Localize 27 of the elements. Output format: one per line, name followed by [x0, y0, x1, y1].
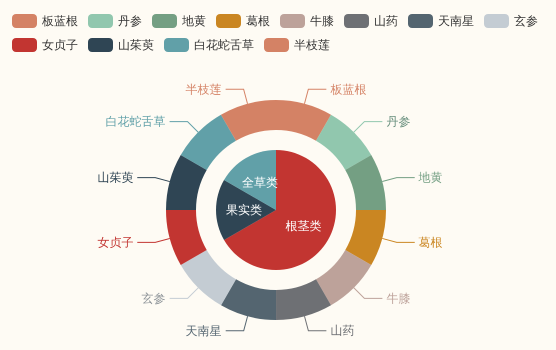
- slice-label: 山茱萸: [97, 170, 134, 185]
- slice-label: 山药: [330, 324, 354, 338]
- slice-label: 果实类: [226, 203, 262, 218]
- legend-label: 地黄: [181, 14, 206, 28]
- legend-label: 白花蛇舌草: [194, 38, 254, 52]
- legend-label: 丹参: [118, 14, 142, 28]
- slice-label: 葛根: [418, 235, 443, 250]
- legend-label: 板蓝根: [41, 14, 78, 28]
- slice-label: 地黄: [418, 170, 443, 185]
- slice-label: 女贞子: [97, 235, 134, 250]
- slice-label: 天南星: [186, 324, 222, 338]
- slice-label: 半枝莲: [186, 82, 222, 96]
- slice-label: 板蓝根: [329, 82, 366, 96]
- legend-label: 女贞子: [42, 38, 78, 52]
- pie-slice: [224, 150, 336, 270]
- slice-label: 玄参: [142, 291, 166, 306]
- slice-label: 牛膝: [386, 291, 410, 306]
- slice-label: 根茎类: [286, 218, 322, 233]
- slice-label: 白花蛇舌草: [106, 114, 166, 129]
- legend-label: 葛根: [246, 14, 270, 28]
- legend-label: 玄参: [514, 14, 538, 28]
- legend-label: 天南星: [438, 14, 474, 28]
- legend-label: 半枝莲: [294, 38, 330, 52]
- legend-label: 山药: [374, 14, 398, 28]
- legend-label: 山茱萸: [118, 38, 154, 52]
- slice-label: 丹参: [386, 114, 410, 129]
- legend-label: 牛膝: [310, 14, 334, 28]
